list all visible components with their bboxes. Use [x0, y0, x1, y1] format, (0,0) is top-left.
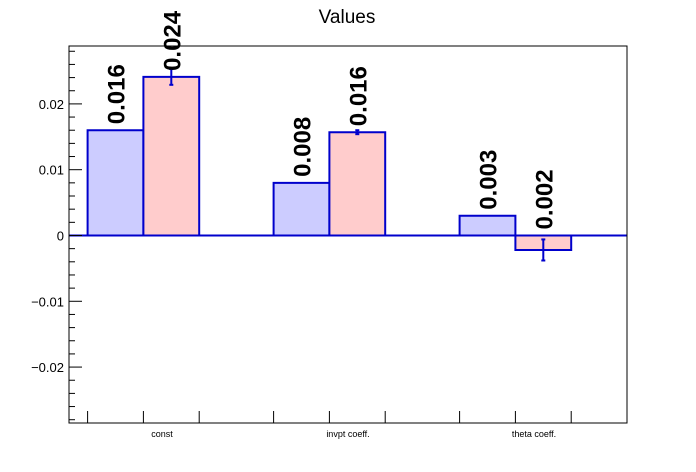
bar — [329, 132, 386, 236]
data-labels-layer: 0.016 0.008 0.003 0.024 0.016 0.002 — [104, 10, 559, 229]
data-label: 0.016 — [345, 66, 372, 126]
y-tick-label: 0 — [57, 228, 64, 243]
bars-layer — [69, 68, 627, 262]
data-label: 0.024 — [159, 10, 186, 71]
bar — [459, 215, 516, 236]
bar — [87, 130, 144, 236]
plot-frame — [68, 45, 628, 424]
y-tick-label: 0.01 — [39, 163, 64, 178]
data-label: 0.008 — [290, 117, 317, 177]
data-label: 0.003 — [476, 150, 503, 210]
bar — [143, 76, 200, 236]
x-category-label: const — [151, 429, 173, 439]
y-tick-label: −0.01 — [31, 294, 64, 309]
x-category-label: theta coeff. — [512, 429, 556, 439]
x-category-label: invpt coeff. — [326, 429, 369, 439]
chart-title: Values — [319, 7, 376, 28]
bar-outline — [458, 214, 517, 236]
y-tick-label: −0.02 — [31, 360, 64, 375]
bar — [273, 182, 330, 236]
data-label: 0.002 — [531, 169, 558, 229]
axes-layer: −0.02 −0.01 0 0.01 0.02 const invpt coeff. thet… — [31, 45, 628, 439]
data-label: 0.016 — [104, 64, 131, 124]
y-tick-label: 0.02 — [39, 97, 64, 112]
